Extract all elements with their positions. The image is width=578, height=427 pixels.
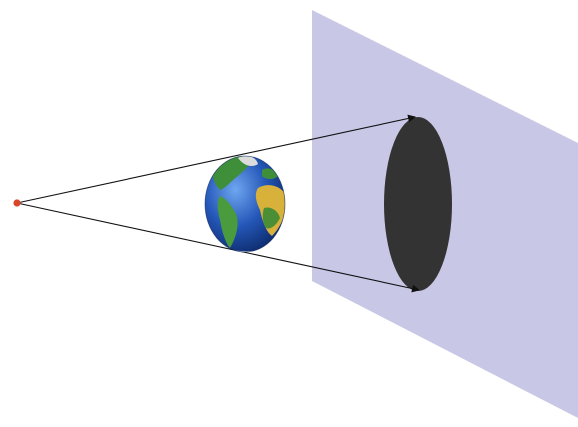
ray-bottom [16,202,420,293]
earth-globe [204,155,286,253]
point-light-source [13,199,21,207]
ray-top [16,114,416,204]
shadow-ellipse [384,117,452,291]
